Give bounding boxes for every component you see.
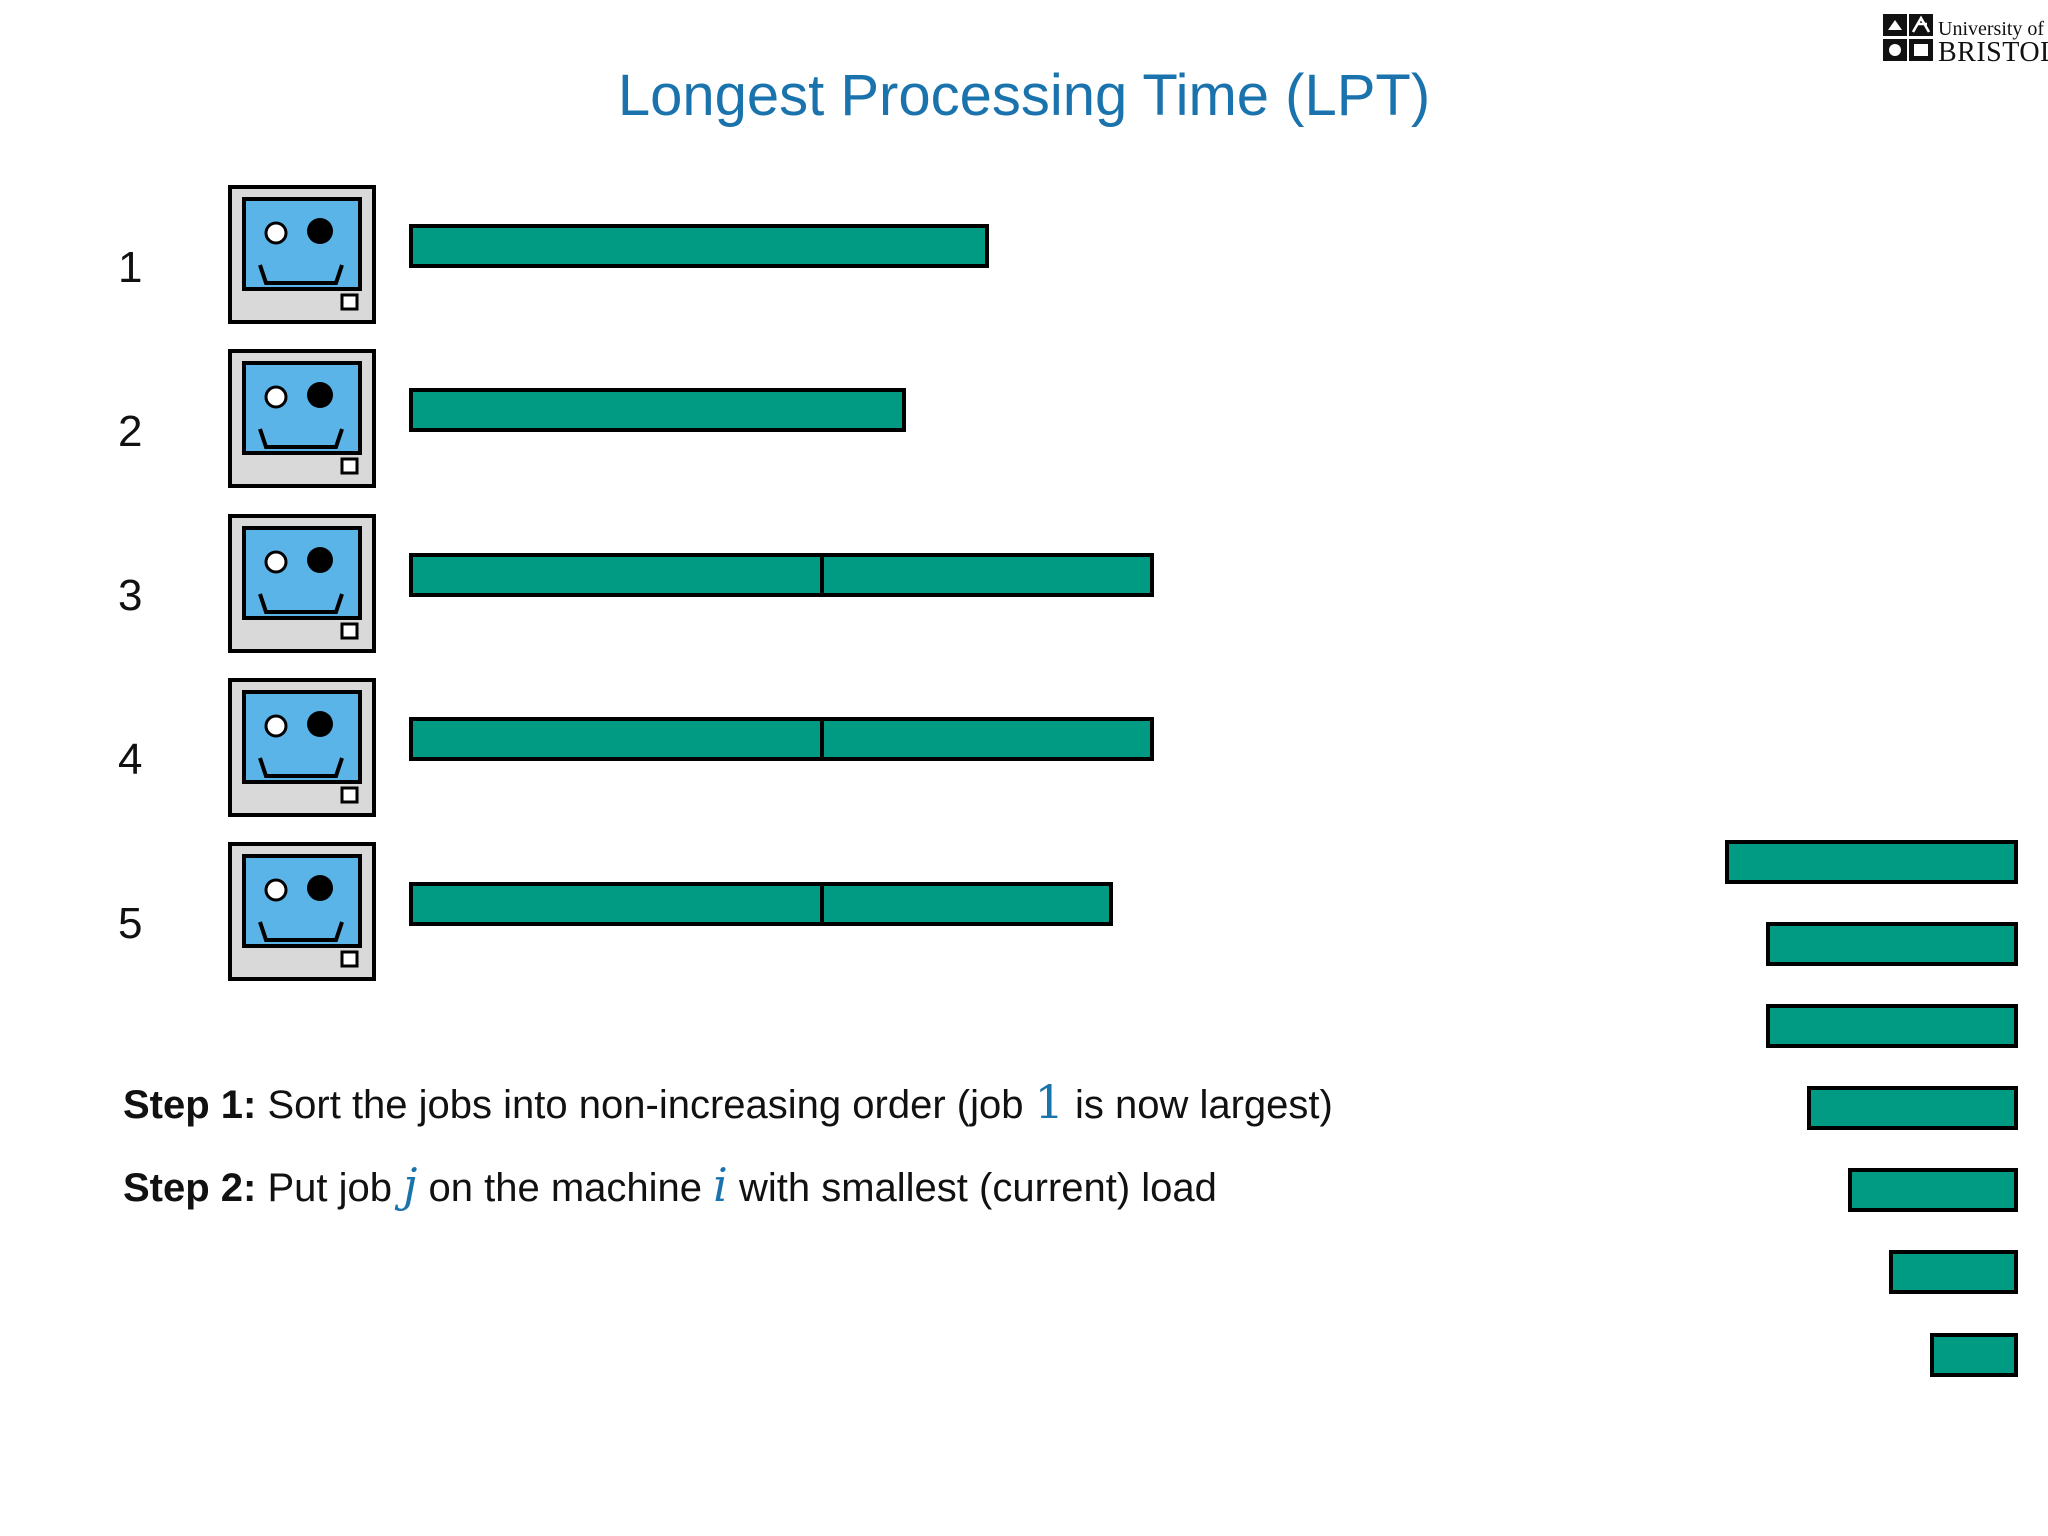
step-2-text: Step 2: Put job j on the machine i with …	[123, 1160, 1217, 1213]
crest-icon	[1883, 14, 1933, 61]
logo-line-1: University of	[1938, 18, 2045, 40]
job-bar	[409, 553, 824, 597]
machine-number-2: 2	[118, 407, 143, 456]
pending-job-bar	[1766, 922, 2018, 966]
step-2-math-i: i	[713, 1158, 728, 1212]
university-logo: University of BRISTOL	[1883, 12, 2048, 68]
step-1-label: Step 1:	[123, 1083, 257, 1127]
step-2-text-before: Put job	[256, 1166, 404, 1210]
job-bar	[409, 882, 824, 926]
machine-number-4: 4	[118, 735, 143, 784]
logo-line-2: BRISTOL	[1938, 37, 2048, 68]
step-1-text-before: Sort the jobs into non-increasing order …	[256, 1083, 1035, 1127]
computer-icon	[228, 185, 376, 324]
computer-icon	[228, 842, 376, 981]
step-1-text: Step 1: Sort the jobs into non-increasin…	[123, 1077, 1333, 1130]
step-2-text-middle: on the machine	[417, 1166, 714, 1210]
job-bar	[820, 553, 1154, 597]
machine-number-5: 5	[118, 899, 143, 948]
step-2-label: Step 2:	[123, 1166, 257, 1210]
job-bar	[409, 388, 906, 432]
job-bar	[820, 717, 1154, 761]
computer-icon	[228, 349, 376, 488]
computer-icon	[228, 514, 376, 653]
step-2-text-after: with smallest (current) load	[727, 1166, 1217, 1210]
step-2-math-j: j	[403, 1158, 418, 1212]
pending-job-bar	[1725, 840, 2018, 884]
job-bar	[820, 882, 1113, 926]
slide-title: Longest Processing Time (LPT)	[617, 63, 1431, 128]
pending-job-bar	[1766, 1004, 2018, 1048]
machine-number-3: 3	[118, 571, 143, 620]
pending-job-bar	[1930, 1333, 2018, 1377]
job-bar	[409, 717, 824, 761]
pending-job-bar	[1848, 1168, 2018, 1212]
computer-icon	[228, 678, 376, 817]
machine-number-1: 1	[118, 243, 143, 292]
step-1-math: 1	[1034, 1075, 1064, 1129]
step-1-text-after: is now largest)	[1063, 1083, 1333, 1127]
job-bar	[409, 224, 989, 268]
pending-job-bar	[1807, 1086, 2018, 1130]
pending-job-bar	[1889, 1250, 2018, 1294]
